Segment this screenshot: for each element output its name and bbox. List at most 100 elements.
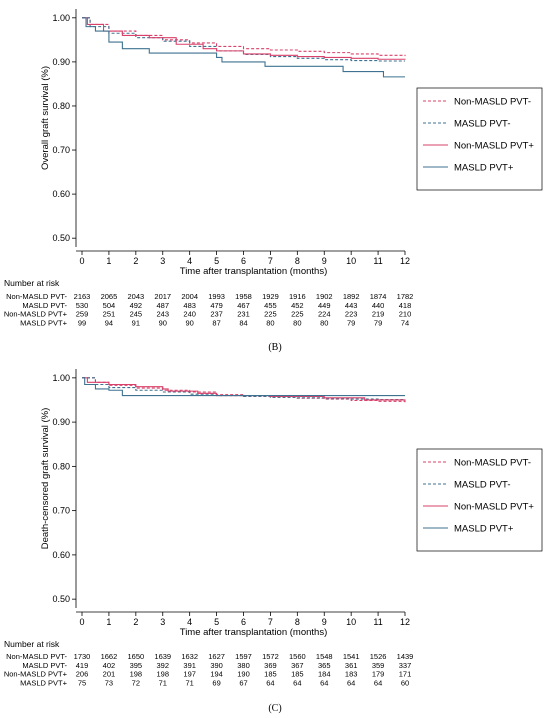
risk-cell: 391 [183, 661, 196, 670]
x-tick-label: 4 [187, 256, 192, 266]
risk-row-label: Non-MASLD PVT- [6, 292, 67, 301]
x-tick-label: 3 [160, 256, 165, 266]
risk-cell: 75 [78, 678, 86, 687]
risk-cell: 367 [291, 661, 304, 670]
risk-cell: 64 [293, 678, 301, 687]
risk-cell: 1650 [127, 652, 144, 661]
risk-cell: 530 [76, 301, 89, 310]
legend-entry-label: MASLD PVT+ [454, 163, 514, 174]
risk-cell: 194 [210, 670, 223, 679]
x-tick-label: 5 [214, 617, 219, 627]
legend-entry-label: MASLD PVT+ [454, 524, 514, 535]
risk-cell: 1929 [262, 292, 279, 301]
risk-cell: 1632 [181, 652, 198, 661]
risk-cell: 361 [345, 661, 358, 670]
y-axis-title: Death-censored graft survival (%) [40, 408, 51, 550]
y-tick-label: 0.70 [52, 506, 70, 516]
x-tick-label: 9 [322, 617, 327, 627]
risk-cell: 1572 [262, 652, 279, 661]
series-line-masld-pvt- [82, 17, 405, 62]
x-tick-label: 10 [346, 256, 356, 266]
risk-cell: 479 [210, 301, 223, 310]
risk-cell: 1548 [316, 652, 333, 661]
x-tick-label: 12 [400, 256, 410, 266]
risk-cell: 99 [78, 318, 86, 327]
y-tick-label: 0.90 [52, 417, 70, 427]
risk-row-label: Non-MASLD PVT- [6, 652, 67, 661]
risk-cell: 225 [291, 310, 304, 319]
risk-cell: 418 [399, 301, 412, 310]
risk-cell: 80 [293, 318, 301, 327]
risk-cell: 60 [401, 678, 409, 687]
x-tick-label: 2 [133, 256, 138, 266]
risk-cell: 190 [237, 670, 250, 679]
legend: Non-MASLD PVT- MASLD PVT- Non-MASLD PVT+ MA… [416, 87, 543, 191]
risk-cell: 71 [185, 678, 193, 687]
risk-cell: 67 [239, 678, 247, 687]
x-tick-label: 8 [295, 617, 300, 627]
series-line-masld-pvt- [82, 377, 406, 401]
x-tick-label: 5 [214, 256, 219, 266]
y-tick-label: 0.80 [52, 101, 70, 111]
risk-cell: 365 [318, 661, 331, 670]
x-tick-label: 7 [268, 617, 273, 627]
risk-cell: 64 [374, 678, 382, 687]
risk-cell: 452 [291, 301, 304, 310]
risk-cell: 449 [318, 301, 331, 310]
risk-cell: 251 [103, 310, 116, 319]
risk-cell: 1892 [343, 292, 360, 301]
risk-cell: 380 [237, 661, 250, 670]
y-tick-label: 0.70 [52, 145, 70, 155]
x-tick-label: 1 [106, 256, 111, 266]
risk-cell: 1439 [397, 652, 414, 661]
x-tick-label: 1 [106, 617, 111, 627]
x-tick-label: 0 [79, 256, 84, 266]
risk-cell: 440 [372, 301, 385, 310]
risk-cell: 369 [264, 661, 277, 670]
x-tick-label: 12 [400, 617, 410, 627]
legend-entry-label: MASLD PVT- [454, 119, 511, 130]
risk-cell: 184 [318, 670, 331, 679]
risk-cell: 483 [183, 301, 196, 310]
risk-cell: 198 [130, 670, 143, 679]
risk-cell: 359 [372, 661, 385, 670]
y-tick-label: 0.50 [52, 594, 70, 604]
risk-table-title: Number at risk [4, 639, 60, 649]
risk-cell: 73 [105, 678, 113, 687]
risk-cell: 1639 [154, 652, 171, 661]
x-axis-title: Time after transplantation (months) [180, 266, 328, 277]
risk-cell: 1993 [208, 292, 225, 301]
legend: Non-MASLD PVT- MASLD PVT- Non-MASLD PVT+ MA… [416, 448, 543, 552]
y-tick-label: 0.80 [52, 461, 70, 471]
risk-cell: 64 [320, 678, 328, 687]
risk-cell: 64 [347, 678, 355, 687]
risk-cell: 1916 [289, 292, 306, 301]
y-tick-label: 1.00 [52, 373, 70, 383]
panel-label: (C) [268, 703, 281, 714]
risk-cell: 243 [156, 310, 169, 319]
risk-cell: 1730 [74, 652, 91, 661]
risk-cell: 91 [132, 318, 140, 327]
series-line-non-masld-pvt- [82, 17, 406, 57]
risk-cell: 231 [237, 310, 250, 319]
y-tick-label: 1.00 [52, 13, 70, 23]
risk-cell: 2017 [154, 292, 171, 301]
series-line-non-masld-pvt- [82, 17, 406, 60]
risk-cell: 225 [264, 310, 277, 319]
risk-cell: 198 [156, 670, 169, 679]
y-tick-label: 0.50 [52, 233, 70, 243]
risk-cell: 402 [103, 661, 116, 670]
x-axis-title: Time after transplantation (months) [180, 627, 328, 638]
risk-cell: 1902 [316, 292, 333, 301]
risk-cell: 171 [399, 670, 412, 679]
risk-cell: 487 [156, 301, 169, 310]
risk-cell: 390 [210, 661, 223, 670]
x-tick-label: 2 [133, 617, 138, 627]
risk-cell: 2065 [101, 292, 118, 301]
x-tick-label: 6 [241, 256, 246, 266]
risk-cell: 443 [345, 301, 358, 310]
risk-cell: 87 [212, 318, 220, 327]
risk-cell: 337 [399, 661, 412, 670]
risk-cell: 237 [210, 310, 223, 319]
